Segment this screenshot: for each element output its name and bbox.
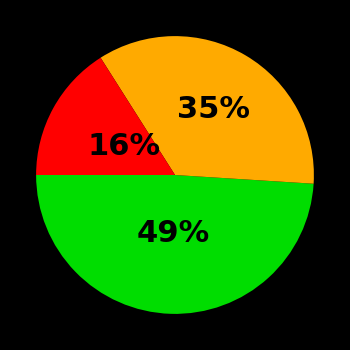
Wedge shape	[36, 175, 314, 314]
Wedge shape	[100, 36, 314, 184]
Text: 16%: 16%	[87, 132, 160, 161]
Text: 49%: 49%	[136, 219, 210, 248]
Wedge shape	[36, 58, 175, 175]
Text: 35%: 35%	[177, 95, 250, 124]
